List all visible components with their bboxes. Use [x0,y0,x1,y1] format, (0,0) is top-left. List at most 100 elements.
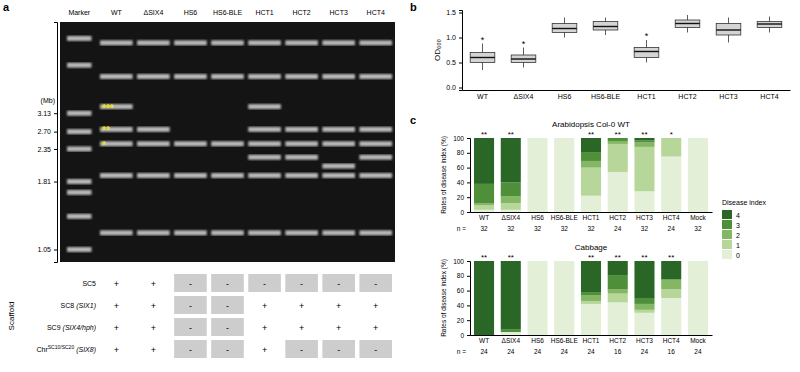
lane-label: HCT4 [367,9,385,16]
bar-segment [554,261,574,262]
tick-label: 60 [457,287,465,294]
tick: 1.05 [37,246,57,253]
legend: Disease index43210 [722,199,766,259]
median [757,23,782,24]
plot-area [470,15,782,70]
bar-segment [661,138,681,157]
legend-swatch [722,210,732,219]
row-label-text: SC8 [61,302,75,309]
tick: HCT2 [678,93,696,100]
tick: 40 [457,179,470,186]
bar-segment [581,292,601,295]
tick-mark [459,88,462,89]
tick: 0 [460,332,470,339]
lane-label: HS6 [184,9,198,16]
tick-label: 1.05 [37,246,51,253]
tick-label: HCT3 [719,93,737,100]
bar-segment [501,182,521,196]
table-cell [248,340,281,358]
bar-segment [527,261,547,335]
legend-title: Disease index [722,199,766,206]
gel-band [67,214,91,219]
median [593,26,618,27]
significance: * [670,130,673,139]
table-cell [174,274,207,292]
gel-band [359,74,392,79]
tick-mark [467,291,470,292]
axis-line [459,11,463,91]
bar-segment [501,138,521,182]
table-cell [100,340,133,358]
gel-band [248,155,281,160]
table-cell-text: + [262,301,267,311]
gel-band [322,141,355,146]
bar-segment [661,157,681,213]
plot-area [474,138,708,212]
tick-mark [467,320,470,321]
bar-segment [527,261,547,262]
tick-label: HCT2 [678,93,696,100]
gel-band [211,230,244,235]
row-label-text: Chr [36,346,48,353]
tick: HS6-BLE [551,337,579,344]
significance: ** [641,130,647,139]
gel-band [285,127,318,132]
tick-label: 0 [460,332,464,339]
tick: 100 [453,135,470,142]
legend-label: 0 [736,252,740,259]
table-cell-text: - [226,301,229,311]
table-cell-text: - [226,345,229,355]
tick: WT [479,214,489,221]
bar-segment [608,144,628,172]
tick: ΔSIX4 [514,93,534,100]
bar-segment [688,138,708,139]
table-cell [100,318,133,336]
row-label: ChrSC10/SC20(SIX8) [36,344,96,354]
tick-label: Mock [690,214,706,221]
gel-band [67,146,91,151]
row-label: SC8(SIX1) [61,302,96,310]
lane-label: HCT2 [292,9,310,16]
axis: WTΔSIX4HS6HS6-BLEHCT1HCT2HCT3HCT4 [463,91,791,100]
axis-title: (Mb) [41,97,55,105]
gel-band [100,230,133,235]
gel-band [67,36,91,41]
n-value: 32 [587,225,595,232]
gel-band [248,104,281,109]
table-cell-text: + [373,301,378,311]
tick-mark [467,305,470,306]
tick-label: HS6-BLE [551,337,579,344]
tick-mark [459,13,462,14]
tick-label: 80 [457,149,465,156]
gel-band [248,40,281,45]
bar-segment [554,138,574,139]
table-cell [248,296,281,314]
tick: Mock [690,337,706,344]
n-value: 24 [587,348,595,355]
tick: HS6 [558,93,572,100]
tick-mark [467,182,470,183]
tick: Mock [690,214,706,221]
bar-segment [527,261,547,262]
tick-label: 60 [457,164,465,171]
gel-band [174,141,207,146]
table-cell-text: + [151,323,156,333]
bar-segment [581,261,601,292]
bar-segment [474,210,494,212]
axis: WTΔSIX4HS6HS6-BLEHCT1HCT2HCT3HCT4Mock [471,336,713,344]
table-cell-text: - [263,279,266,289]
gel-band [67,247,91,252]
axis: 020406080100 [453,258,470,339]
gel-band [285,173,318,178]
tick-label: 3.13 [37,110,51,117]
box [757,22,782,28]
bar-segment [554,138,574,212]
legend-swatch [722,220,732,229]
table-cell [174,318,207,336]
bar-segment [474,205,494,209]
asterisk: ** [102,125,110,136]
tick: 0.0 [446,84,462,91]
tick: 0 [460,209,470,216]
bar-segment [634,304,654,310]
table-cell [100,274,133,292]
